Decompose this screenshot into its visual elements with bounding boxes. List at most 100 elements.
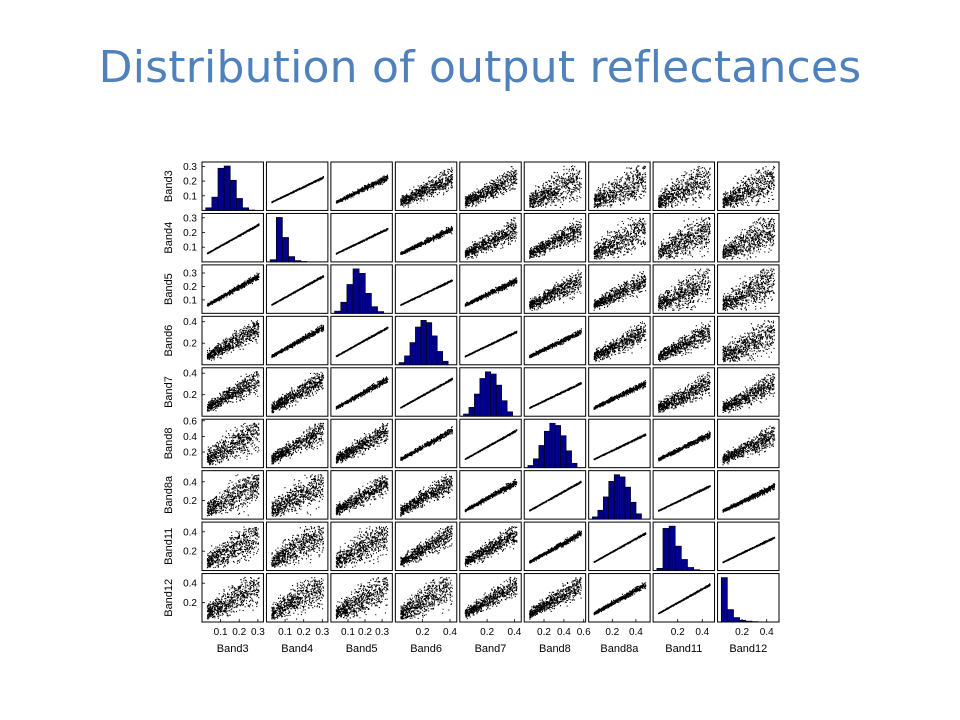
cell-band7-vs-band7 (459, 367, 522, 417)
x-tick-label: 0.3 (315, 627, 329, 638)
cell-band8-vs-band11 (652, 418, 716, 469)
scatter-points (271, 577, 324, 620)
cell-band12-vs-band12 (717, 573, 780, 623)
x-tick-label: 0.2 (537, 627, 551, 638)
scatter-points (206, 576, 260, 620)
histogram-bar (468, 407, 475, 417)
cell-frame (330, 367, 393, 417)
histogram-bar (409, 342, 416, 366)
row-label-band8: Band8 (163, 427, 175, 459)
scatter-points (335, 423, 389, 464)
scatter-points (529, 269, 582, 311)
scatter-points (529, 218, 582, 259)
cell-frame (717, 521, 780, 572)
histogram-bar (463, 413, 470, 417)
cell-band3-vs-band11 (652, 161, 716, 211)
cell-band7-vs-band4 (265, 367, 329, 417)
histogram-bar (506, 411, 513, 417)
cell-band7-vs-band6 (394, 367, 458, 417)
histogram-bar (217, 167, 225, 211)
cell-band11-vs-band8a (588, 521, 651, 572)
histogram-bar (674, 545, 682, 571)
histogram-bar (681, 559, 688, 571)
cell-band3-vs-band6 (394, 161, 458, 211)
cell-frame (265, 315, 329, 366)
histogram-bar (571, 462, 578, 468)
histogram-bar (533, 458, 540, 468)
row-label-band5: Band5 (163, 273, 175, 305)
x-tick-label: 0.2 (416, 627, 430, 638)
y-tick-label: 0.2 (183, 282, 197, 293)
cell-frame (523, 212, 587, 263)
histogram-bar (364, 293, 372, 314)
cell-frame (394, 367, 458, 417)
scatter-points (593, 380, 647, 410)
cell-band5-vs-band6 (394, 264, 458, 314)
row-label-band4: Band4 (163, 222, 175, 254)
cell-band8-vs-band12 (717, 418, 780, 469)
y-tick-label: 0.2 (183, 496, 197, 507)
cell-band5-vs-band4 (265, 264, 329, 314)
histogram-bar (543, 430, 551, 468)
cell-band6-vs-band4 (265, 315, 329, 366)
y-tick-label: 0.1 (183, 243, 197, 254)
histogram-bar (619, 476, 626, 520)
scatter-points (206, 526, 260, 569)
cell-band12-vs-band4 (265, 573, 329, 623)
histogram-bar (474, 393, 481, 417)
cell-frame (652, 573, 716, 623)
y-tick-label: 0.2 (183, 390, 197, 401)
cell-band4-vs-band8 (523, 212, 587, 263)
histogram-bar (242, 207, 249, 211)
scatter-points (722, 165, 776, 209)
scatter-points (271, 324, 325, 358)
cell-band7-vs-band11 (652, 367, 716, 417)
cell-band12-vs-band11 (652, 573, 716, 623)
scatter-points (529, 382, 582, 409)
cell-band11-vs-band11 (652, 521, 716, 572)
scatter-points (722, 373, 776, 414)
row-label-band11: Band11 (163, 528, 175, 565)
scatter-points (529, 328, 582, 359)
cell-frame (459, 264, 522, 314)
cell-band3-vs-band3 (201, 161, 264, 211)
histogram-bar (720, 577, 728, 623)
cell-band6-vs-band11 (652, 315, 716, 366)
cell-frame (265, 161, 329, 211)
row-label-band7: Band7 (163, 376, 175, 408)
cell-band3-vs-band8 (523, 161, 587, 211)
cell-band4-vs-band8a (588, 212, 651, 263)
cell-band5-vs-band11 (652, 264, 716, 314)
histogram-bar (592, 516, 599, 520)
cell-band12-vs-band8 (523, 573, 587, 623)
y-tick-label: 0.1 (183, 191, 197, 202)
x-tick-label: 0.3 (251, 627, 265, 638)
cell-band5-vs-band8a (588, 264, 651, 314)
cell-band8a-vs-band3 (201, 470, 264, 520)
x-tick-label: 0.4 (760, 627, 774, 638)
scatter-points (335, 526, 389, 569)
cell-band6-vs-band3 (201, 315, 264, 366)
cell-band12-vs-band6 (394, 573, 458, 623)
scatter-points (722, 536, 776, 564)
histogram-bar (656, 568, 664, 571)
x-tick-label: 0.4 (443, 627, 457, 638)
histogram-bar (211, 196, 219, 211)
cell-band4-vs-band7 (459, 212, 522, 263)
y-tick-label: 0.2 (183, 339, 197, 350)
cell-band5-vs-band8 (523, 264, 587, 314)
histogram-bar (358, 273, 366, 314)
y-tick-label: 0.4 (183, 432, 197, 443)
cell-band4-vs-band12 (717, 212, 780, 263)
x-tick-label: 0.1 (278, 627, 292, 638)
y-tick-label: 0.4 (183, 317, 197, 328)
scatter-points (593, 321, 647, 362)
y-tick-label: 0.3 (183, 269, 197, 280)
x-tick-label: 0.2 (232, 627, 246, 638)
cell-band4-vs-band6 (394, 212, 458, 263)
scatter-points (335, 376, 389, 410)
histogram-bar (554, 425, 561, 468)
cell-band5-vs-band12 (717, 264, 780, 314)
column-label-band8: Band8 (539, 643, 571, 655)
cell-band8a-vs-band11 (652, 470, 716, 520)
